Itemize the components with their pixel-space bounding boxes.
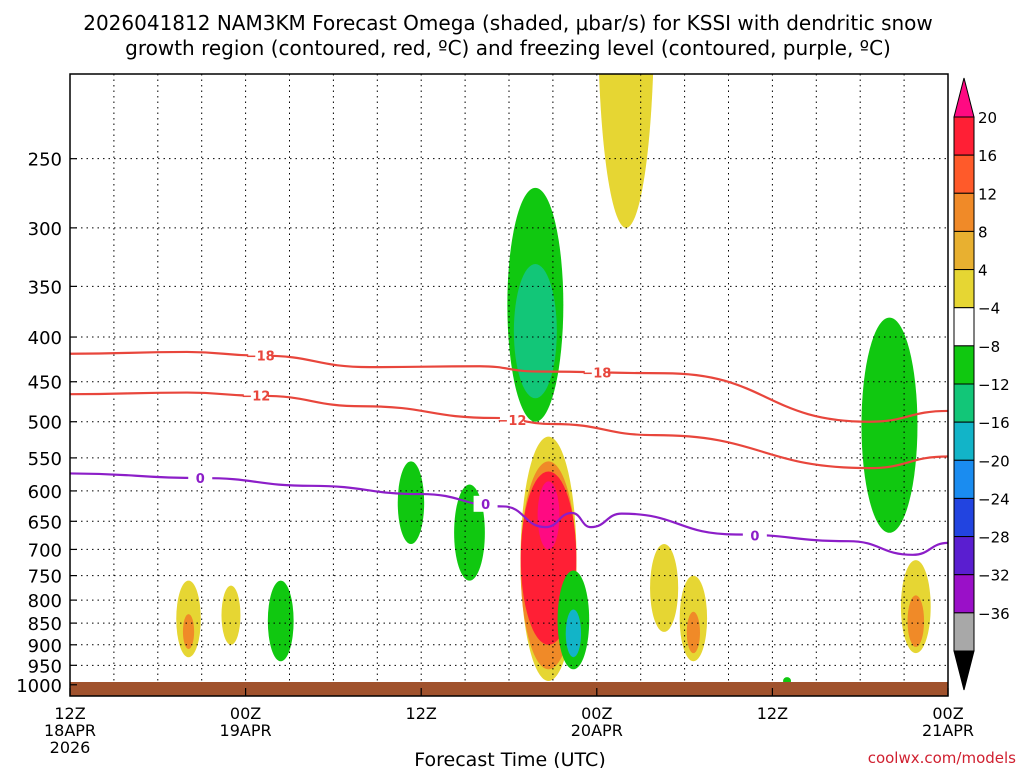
colorbar-segment-1 — [953, 154, 975, 194]
x-tick-label-3-0: 00Z — [581, 704, 612, 723]
omega-area-3 — [397, 461, 425, 544]
y-tick-label-300: 300 — [28, 219, 62, 240]
x-axis-label: Forecast Time (UTC) — [414, 749, 605, 768]
omega-shading — [176, 74, 931, 685]
isotherm-minus12-line-label-0: −12 — [241, 390, 270, 405]
grid-lines — [70, 74, 948, 696]
y-tick-label-1000: 1000 — [16, 676, 62, 697]
y-tick-label-350: 350 — [28, 277, 62, 298]
y-tick-label-500: 500 — [28, 413, 62, 434]
colorbar-top-arrow — [953, 77, 975, 118]
colorbar-label-5: −4 — [978, 300, 1000, 318]
colorbar-label-4: 4 — [978, 262, 988, 280]
y-tick-label-450: 450 — [28, 373, 62, 394]
isotherm-minus12-line-label-bg-1 — [499, 411, 524, 428]
freezing-level-line — [70, 472, 948, 556]
isotherm-minus12-line-label-1: −12 — [497, 414, 526, 429]
colorbar: 20 16 12 8 4 −4 −8 −12 −16 −20 −24 −28 −32 −36 — [953, 77, 1010, 691]
y-tick-label-550: 550 — [28, 449, 62, 470]
omega-area-15 — [650, 543, 679, 632]
x-tick-label-1-0: 00Z — [230, 704, 261, 723]
colorbar-label-6: −8 — [978, 338, 1000, 356]
omega-area-20 — [907, 595, 925, 647]
x-tick-label-0-0: 12Z — [54, 704, 85, 723]
omega-area-14 — [267, 580, 294, 662]
y-tick-label-900: 900 — [28, 636, 62, 657]
isotherm-minus18-line-label-bg-1 — [584, 364, 609, 381]
x-tick-label-3-1: 20APR — [571, 721, 623, 740]
freezing-level-line-label-bg-1 — [473, 495, 498, 512]
colorbar-label-12: −32 — [978, 567, 1010, 585]
colorbar-label-0: 20 — [978, 109, 997, 127]
colorbar-segment-4 — [953, 269, 975, 309]
freezing-level-line-label-0: 0 — [196, 472, 205, 487]
colorbar-label-3: 8 — [978, 223, 988, 241]
colorbar-label-13: −36 — [978, 605, 1010, 623]
colorbar-segment-0 — [953, 116, 975, 156]
y-tick-label-750: 750 — [28, 567, 62, 588]
temperature-contours: −18 −18 −12 −12 0 0 0 — [70, 347, 948, 556]
colorbar-bottom-arrow — [953, 650, 975, 691]
y-tick-label-800: 800 — [28, 591, 62, 612]
colorbar-segment-12 — [953, 574, 975, 614]
isotherm-minus12-line-label-bg-0 — [243, 387, 268, 404]
y-tick-label-850: 850 — [28, 614, 62, 635]
chart-title-line1: 2026041812 NAM3KM Forecast Omega (shaded… — [83, 11, 933, 35]
credit-text: coolwx.com/models — [868, 749, 1016, 767]
freezing-level-line-label-bg-0 — [188, 470, 213, 487]
x-tick-label-1-1: 19APR — [220, 721, 272, 740]
omega-area-17 — [686, 611, 700, 654]
omega-area-8 — [537, 481, 560, 550]
colorbar-label-7: −12 — [978, 376, 1010, 394]
colorbar-segment-13 — [953, 612, 975, 652]
colorbar-label-2: 12 — [978, 185, 997, 203]
colorbar-segment-10 — [953, 497, 975, 538]
isotherm-minus18-line-label-1: −18 — [582, 366, 611, 381]
y-tick-label-400: 400 — [28, 328, 62, 349]
colorbar-segment-3 — [953, 230, 975, 271]
x-tick-label-0-1: 18APR — [44, 721, 96, 740]
freezing-level-line-label-2: 0 — [750, 530, 759, 545]
pressure-axis: 2503003504004505005506006507007508008509… — [16, 150, 77, 697]
x-tick-label-5-0: 00Z — [932, 704, 963, 723]
freezing-level-line-label-1: 0 — [481, 498, 490, 513]
colorbar-segment-9 — [953, 459, 975, 499]
x-tick-label-4-0: 12Z — [757, 704, 788, 723]
isotherm-minus18-line — [70, 350, 948, 423]
omega-area-12 — [182, 614, 195, 649]
omega-area-2 — [513, 264, 557, 399]
omega-area-18 — [861, 317, 918, 533]
colorbar-segment-11 — [953, 536, 975, 576]
y-tick-label-650: 650 — [28, 512, 62, 533]
y-tick-label-600: 600 — [28, 482, 62, 503]
omega-area-10 — [565, 609, 582, 658]
omega-area-13 — [221, 585, 241, 645]
colorbar-segment-8 — [953, 421, 975, 461]
isotherm-minus18-line-label-0: −18 — [246, 350, 275, 365]
omega-area-0 — [599, 74, 654, 228]
colorbar-segment-2 — [953, 192, 975, 232]
colorbar-segment-5 — [953, 307, 975, 347]
colorbar-label-9: −20 — [978, 452, 1010, 470]
colorbar-segment-6 — [953, 345, 975, 385]
isotherm-minus18-line-label-bg-0 — [248, 347, 273, 364]
plot-frame — [69, 73, 949, 697]
x-tick-label-5-1: 21APR — [922, 721, 974, 740]
ground-layer — [70, 682, 948, 696]
y-tick-label-250: 250 — [28, 150, 62, 171]
x-tick-label-0-2: 2026 — [50, 738, 91, 757]
y-tick-label-950: 950 — [28, 656, 62, 677]
colorbar-segment-7 — [953, 383, 975, 423]
chart-title-line2: growth region (contoured, red, ºC) and f… — [125, 36, 891, 60]
colorbar-label-1: 16 — [978, 147, 997, 165]
x-tick-label-2-0: 12Z — [406, 704, 437, 723]
colorbar-label-11: −28 — [978, 529, 1010, 547]
colorbar-label-10: −24 — [978, 490, 1010, 508]
colorbar-label-8: −16 — [978, 414, 1010, 432]
freezing-level-line-label-bg-2 — [742, 527, 767, 544]
isotherm-minus12-line — [70, 391, 948, 470]
y-tick-label-700: 700 — [28, 540, 62, 561]
